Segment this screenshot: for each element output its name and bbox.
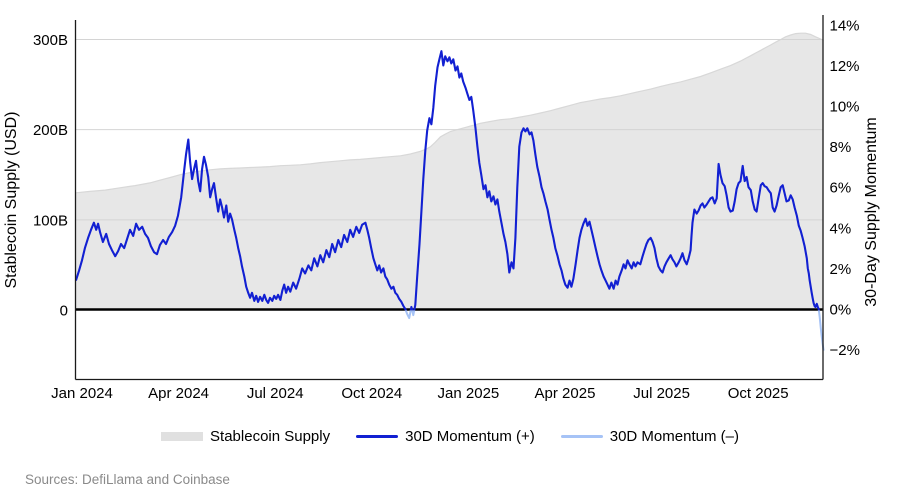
x-tick-label: Jan 2024	[51, 385, 113, 402]
legend-item-momentum-pos: 30D Momentum (+)	[356, 428, 535, 445]
y-right-tick-label: 8%	[830, 139, 852, 156]
momentum-line-positive	[74, 50, 820, 311]
momentum-positive-line-swatch	[356, 435, 399, 438]
y-right-tick-label: −2%	[830, 342, 860, 359]
x-tick-label: Apr 2024	[148, 385, 209, 402]
y-right-tick-label: 12%	[830, 58, 860, 75]
legend-label-supply: Stablecoin Supply	[210, 428, 331, 445]
y-left-tick-label: 200B	[33, 122, 68, 139]
x-tick-label: Jan 2025	[438, 385, 500, 402]
y-left-tick-label: 0	[60, 303, 68, 320]
legend-label-momentum-pos: 30D Momentum (+)	[405, 428, 535, 445]
y-right-tick-label: 6%	[830, 180, 852, 197]
x-tick-label: Jul 2025	[633, 385, 690, 402]
momentum-negative-line-swatch	[560, 435, 603, 438]
left-axis-title: Stablecoin Supply (USD)	[3, 112, 20, 289]
source-note: Sources: DefiLlama and Coinbase	[25, 472, 230, 487]
y-right-tick-label: 2%	[830, 261, 852, 278]
x-tick-label: Oct 2025	[728, 385, 789, 402]
supply-area	[75, 33, 824, 310]
y-right-tick-label: 10%	[830, 99, 860, 116]
legend-item-momentum-neg: 30D Momentum (–)	[560, 428, 739, 445]
y-right-tick-label: 4%	[830, 220, 852, 237]
supply-area-edge	[75, 32, 824, 194]
x-tick-label: Oct 2024	[341, 385, 402, 402]
right-axis-title: 30-Day Supply Momentum	[863, 117, 880, 306]
x-tick-label: Apr 2025	[535, 385, 596, 402]
y-right-tick-label: 0%	[830, 302, 852, 319]
y-right-tick-label: 14%	[830, 17, 860, 34]
y-left-tick-label: 300B	[33, 32, 68, 49]
y-left-tick-label: 100B	[33, 212, 68, 229]
x-tick-label: Jul 2024	[247, 385, 304, 402]
legend-item-supply: Stablecoin Supply	[161, 428, 330, 445]
legend: Stablecoin Supply 30D Momentum (+) 30D M…	[0, 428, 900, 445]
supply-area-swatch	[161, 432, 204, 441]
legend-label-momentum-neg: 30D Momentum (–)	[609, 428, 739, 445]
